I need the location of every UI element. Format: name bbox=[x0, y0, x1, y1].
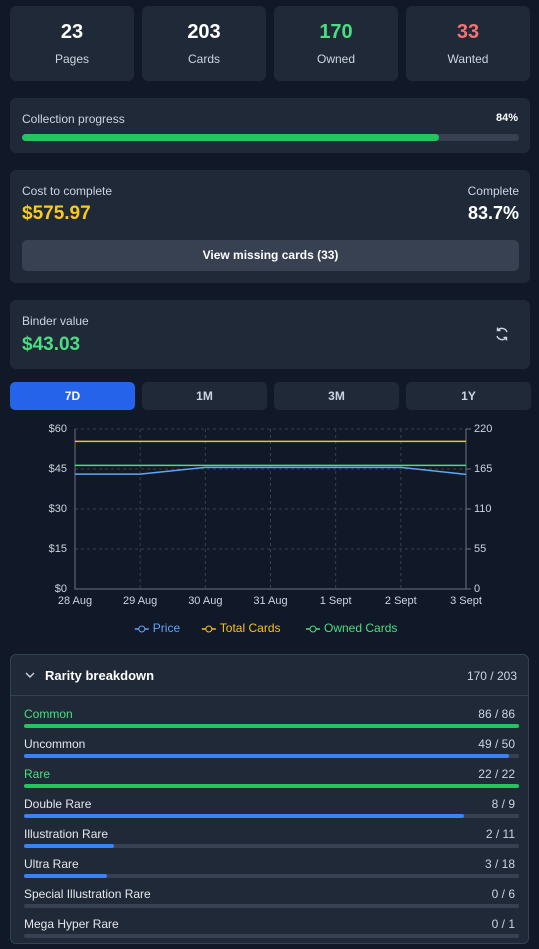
y-tick-label: $60 bbox=[49, 423, 67, 435]
x-tick-label: 28 Aug bbox=[58, 595, 92, 607]
stat-label: Pages bbox=[54, 52, 90, 66]
y2-tick-label: 0 bbox=[474, 583, 480, 595]
stat-value: 23 bbox=[60, 21, 84, 43]
refresh-button[interactable] bbox=[494, 326, 510, 342]
x-tick-label: 30 Aug bbox=[188, 595, 222, 607]
rarity-name: Mega Hyper Rare bbox=[24, 917, 119, 931]
rarity-bar bbox=[24, 814, 464, 818]
y-tick-label: $30 bbox=[49, 503, 67, 515]
rarity-track bbox=[24, 724, 519, 728]
stat-label: Owned bbox=[316, 52, 356, 66]
stat-card: 23 Pages bbox=[10, 6, 134, 81]
rarity-name: Illustration Rare bbox=[24, 827, 109, 841]
rarity-bar bbox=[24, 844, 114, 848]
stat-card: 170 Owned bbox=[274, 6, 398, 81]
legend-marker bbox=[138, 625, 146, 633]
complete-value: 83.7% bbox=[467, 203, 519, 223]
progress-track bbox=[22, 134, 519, 141]
stat-card: 33 Wanted bbox=[406, 6, 530, 81]
y-tick-label: $15 bbox=[49, 543, 67, 555]
rarity-name: Rare bbox=[24, 767, 51, 781]
chart: $0 $15 $30 $45 $60 0 55 110 165 220 28 Aug 29 Aug 30… bbox=[49, 423, 493, 635]
rarity-bar bbox=[24, 874, 107, 878]
rarity-track bbox=[24, 814, 519, 818]
rarity-track bbox=[24, 754, 519, 758]
progress-card: Collection progress 84% bbox=[10, 98, 530, 153]
stat-label: Cards bbox=[187, 52, 220, 66]
y2-tick-label: 110 bbox=[474, 503, 492, 515]
rarity-bar bbox=[24, 784, 519, 788]
cost-label: Cost to complete bbox=[22, 184, 113, 198]
rarity-track bbox=[24, 844, 519, 848]
cost-card: Cost to complete $575.97 Complete 83.7% … bbox=[10, 170, 530, 283]
stat-card: 203 Cards bbox=[142, 6, 266, 81]
range-tab[interactable]: 1M bbox=[142, 382, 267, 410]
rarity-count: 8 / 9 bbox=[491, 797, 515, 811]
legend-marker bbox=[205, 625, 213, 633]
y-tick-label: $45 bbox=[49, 463, 67, 475]
binder-card: Binder value $43.03 bbox=[10, 300, 530, 369]
stat-value: 203 bbox=[187, 21, 221, 43]
range-tab[interactable]: 1Y bbox=[406, 382, 531, 410]
rarity-count: 0 / 6 bbox=[491, 887, 515, 901]
stat-label: Wanted bbox=[447, 52, 489, 66]
cost-value: $575.97 bbox=[22, 203, 91, 224]
rarity-name: Uncommon bbox=[24, 737, 86, 751]
rarity-count: 86 / 86 bbox=[478, 707, 515, 721]
rarity-track bbox=[24, 934, 519, 938]
y2-tick-label: 165 bbox=[474, 463, 492, 475]
rarity-count: 2 / 11 bbox=[485, 827, 515, 841]
y2-tick-label: 220 bbox=[474, 423, 492, 435]
y2-tick-label: 55 bbox=[474, 543, 486, 555]
rarity-count: 22 / 22 bbox=[478, 767, 515, 781]
y-tick-label: $0 bbox=[55, 583, 67, 595]
divider bbox=[11, 695, 528, 696]
progress-label: Collection progress bbox=[22, 112, 125, 126]
rarity-name: Common bbox=[24, 707, 73, 721]
progress-value: 84% bbox=[495, 112, 518, 124]
legend-label: Owned Cards bbox=[324, 621, 397, 635]
legend-label: Price bbox=[153, 621, 181, 635]
range-tab[interactable]: 3M bbox=[274, 382, 399, 410]
x-tick-label: 1 Sept bbox=[320, 595, 352, 607]
range-tab[interactable]: 7D bbox=[10, 382, 135, 410]
rarity-count: 0 / 1 bbox=[491, 917, 515, 931]
collapse-chevron[interactable] bbox=[25, 670, 35, 680]
rarity-track bbox=[24, 874, 519, 878]
view-missing-button[interactable]: View missing cards (33) bbox=[22, 240, 519, 271]
rarity-name: Special Illustration Rare bbox=[24, 887, 151, 901]
axes bbox=[74, 429, 467, 590]
rarity-track bbox=[24, 904, 519, 908]
x-tick-label: 29 Aug bbox=[123, 595, 157, 607]
rarity-total: 170 / 203 bbox=[466, 669, 517, 683]
rarity-bar bbox=[24, 754, 510, 758]
complete-label: Complete bbox=[467, 184, 519, 198]
rarity-count: 49 / 50 bbox=[478, 737, 515, 751]
stat-value: 33 bbox=[456, 21, 480, 43]
x-tick-label: 31 Aug bbox=[253, 595, 287, 607]
rarity-track bbox=[24, 784, 519, 788]
rarity-title: Rarity breakdown bbox=[45, 668, 155, 683]
x-tick-label: 2 Sept bbox=[385, 595, 417, 607]
rarity-name: Double Rare bbox=[24, 797, 92, 811]
rarity-name: Ultra Rare bbox=[24, 857, 79, 871]
legend-marker bbox=[309, 625, 317, 633]
rarity-card: Rarity breakdown 170 / 203 Common 86 / 86… bbox=[10, 654, 529, 944]
binder-label: Binder value bbox=[22, 314, 89, 328]
series-line bbox=[75, 466, 467, 476]
x-tick-label: 3 Sept bbox=[450, 595, 482, 607]
rarity-count: 3 / 18 bbox=[484, 857, 515, 871]
legend-label: Total Cards bbox=[220, 621, 281, 635]
binder-value: $43.03 bbox=[22, 334, 81, 355]
rarity-bar bbox=[24, 724, 519, 728]
progress-bar bbox=[22, 134, 440, 141]
stat-value: 170 bbox=[319, 21, 353, 43]
